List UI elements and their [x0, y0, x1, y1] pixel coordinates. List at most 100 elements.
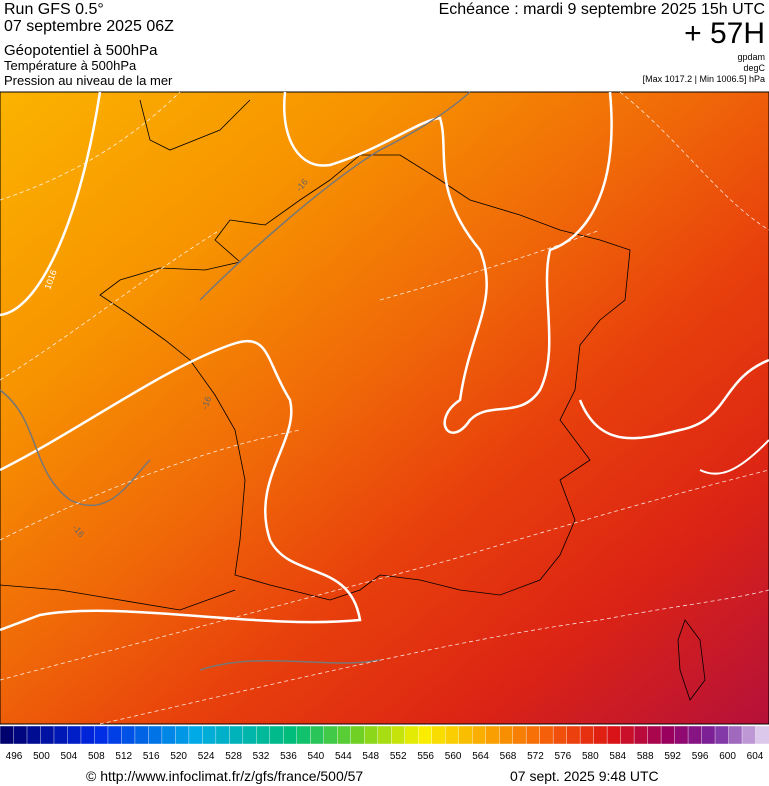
color-swatch: [161, 725, 176, 745]
color-swatch: [458, 725, 473, 745]
color-swatch: [0, 725, 14, 745]
color-swatch: [53, 725, 68, 745]
color-swatch: [485, 725, 500, 745]
color-swatch: [202, 725, 217, 745]
colorbar-label: 584: [609, 751, 626, 762]
color-swatch: [674, 725, 689, 745]
colorbar-label: 504: [61, 751, 78, 762]
color-swatch: [256, 725, 271, 745]
color-swatch: [283, 725, 298, 745]
colorbar-label: 564: [472, 751, 489, 762]
color-swatch: [633, 725, 649, 745]
colorbar-label: 600: [719, 751, 736, 762]
colorbar-label: 580: [582, 751, 599, 762]
color-swatch: [471, 725, 487, 745]
colorbar-label: 536: [280, 751, 297, 762]
field: Pression au niveau de la mer: [4, 73, 173, 88]
color-swatch: [310, 725, 325, 745]
color-swatch: [741, 725, 757, 745]
colorbar-label: 576: [555, 751, 572, 762]
color-swatch: [391, 725, 406, 745]
color-swatch: [445, 725, 460, 745]
color-swatch: [714, 725, 730, 745]
color-swatch: [67, 725, 82, 745]
colorbar-label: 560: [445, 751, 462, 762]
color-swatch: [94, 725, 109, 745]
isotherm: [0, 91, 769, 725]
contour-label: -16: [199, 395, 213, 411]
pressure-range: [Max 1017.2 | Min 1006.5] hPa: [643, 74, 765, 84]
colorbar-label: 540: [308, 751, 325, 762]
color-swatch: [647, 725, 662, 745]
color-swatch: [404, 725, 419, 745]
color-swatch: [377, 725, 392, 745]
colorbar-label: 544: [335, 751, 352, 762]
color-swatch: [323, 725, 338, 745]
field: Géopotentiel à 500hPa: [4, 42, 158, 59]
color-swatch: [26, 725, 41, 745]
color-swatch: [620, 725, 635, 745]
isotherm: [199, 91, 471, 301]
coastline: [99, 154, 631, 601]
run: Run GFS 0.5°: [4, 1, 104, 18]
color-swatch: [80, 725, 95, 745]
lead-time: + 57H: [684, 17, 765, 50]
color-swatch: [728, 725, 743, 745]
coastline: [0, 99, 706, 701]
color-swatch: [148, 725, 163, 745]
color-swatch: [121, 725, 136, 745]
colorbar-label: 524: [198, 751, 215, 762]
color-swatch: [40, 725, 55, 745]
isobar: [0, 339, 362, 632]
colorbar-label: 596: [692, 751, 709, 762]
color-swatch: [337, 725, 352, 745]
colorbar-label: 520: [170, 751, 187, 762]
isobar: [0, 91, 102, 317]
color-swatch: [431, 725, 446, 745]
color-swatch: [107, 725, 122, 745]
colorbar-label: 528: [225, 751, 242, 762]
isobar: [282, 91, 613, 434]
color-swatch: [13, 725, 28, 745]
color-swatch: [579, 725, 595, 745]
map: 1016 -16 -16 -16: [0, 91, 769, 725]
color-swatch: [701, 725, 716, 745]
header: Run GFS 0.5° 07 septembre 2025 06Z Géopo…: [4, 1, 766, 88]
colorbar-label: 556: [417, 751, 434, 762]
colorbar-label: 588: [637, 751, 654, 762]
color-swatch: [364, 725, 379, 745]
color-swatch: [418, 725, 433, 745]
colorbar-label: 496: [6, 751, 23, 762]
color-swatch: [134, 725, 149, 745]
isotherm: [0, 389, 151, 507]
colorbar-label: 548: [362, 751, 379, 762]
color-swatch: [755, 725, 769, 745]
color-swatch: [215, 725, 230, 745]
isobar: [699, 439, 769, 475]
color-swatch: [539, 725, 554, 745]
isobar: [578, 358, 769, 440]
color-swatch: [175, 725, 190, 745]
unit: degC: [743, 63, 765, 73]
timestamp: 07 sept. 2025 9:48 UTC: [510, 768, 659, 784]
color-swatch: [566, 725, 581, 745]
footer: © http://www.infoclimat.fr/z/gfs/france/…: [86, 768, 659, 784]
forecast: Echéance : mardi 9 septembre 2025 15h UT…: [439, 1, 765, 18]
colorbar-label: 604: [747, 751, 764, 762]
color-swatch: [606, 725, 622, 745]
color-swatch: [593, 725, 608, 745]
color-swatch: [269, 725, 284, 745]
colorbar-label: 552: [390, 751, 407, 762]
unit: gpdam: [737, 52, 765, 62]
color-swatch: [188, 725, 203, 745]
color-swatch: [229, 725, 244, 745]
temperature-field: [0, 92, 769, 724]
colorbar-label: 568: [500, 751, 517, 762]
colorbar-label: 500: [33, 751, 50, 762]
color-swatch: [687, 725, 703, 745]
colorbar-label: 516: [143, 751, 160, 762]
colorbar-label: 572: [527, 751, 544, 762]
field: Température à 500hPa: [4, 58, 137, 73]
colorbar: 496 500 504 508 512 516 520 524 528 532 536 540 544 5…: [0, 725, 769, 762]
